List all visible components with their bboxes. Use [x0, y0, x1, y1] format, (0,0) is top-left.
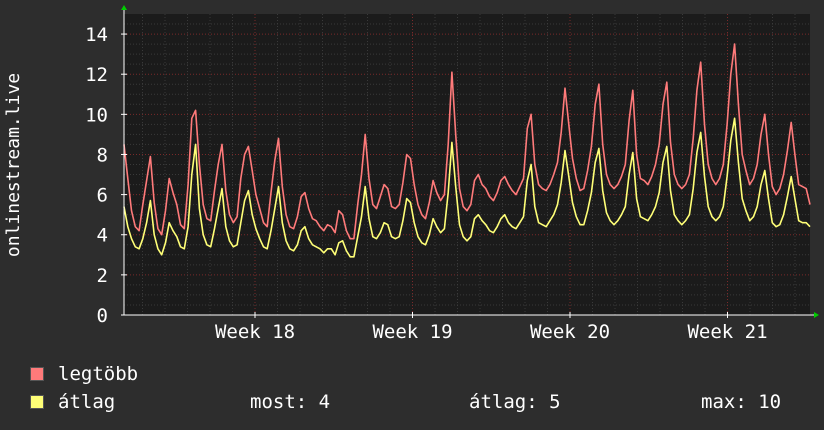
y-tick-label: 10: [85, 104, 108, 126]
y-tick-label: 6: [97, 185, 108, 207]
legend-swatch-legtobb: [30, 367, 44, 381]
y-tick-label: 8: [97, 144, 108, 166]
legend-item-legtobb: legtöbb: [30, 363, 138, 385]
legend-item-atlag: átlag: [30, 391, 115, 413]
x-tick-label: Week 21: [687, 321, 767, 343]
y-axis-label: onlinestream.live: [3, 73, 24, 257]
x-axis-arrow-icon: [814, 312, 819, 318]
legend-label-atlag: átlag: [58, 391, 116, 413]
x-tick-label: Week 20: [530, 321, 610, 343]
stat-average: átlag: 5: [469, 391, 561, 413]
y-tick-label: 12: [85, 64, 108, 86]
y-tick-label: 0: [97, 305, 108, 327]
series-line-atlag: [123, 117, 811, 258]
y-tick-label: 2: [97, 265, 108, 287]
x-tick-label: Week 18: [215, 321, 295, 343]
stat-max: max: 10: [701, 391, 782, 413]
x-tick-label: Week 19: [372, 321, 452, 343]
traffic-line-chart: Week 18 Week 19 Week 20 Week 2102468101214 …: [3, 5, 819, 343]
y-axis-arrow-icon: [121, 5, 127, 10]
legend-swatch-atlag: [30, 395, 44, 409]
legend-label-legtobb: legtöbb: [58, 363, 139, 385]
y-tick-label: 4: [97, 225, 108, 247]
series-line-legtobb: [123, 43, 811, 240]
stat-current: most: 4: [250, 391, 331, 413]
y-tick-label: 14: [85, 24, 108, 46]
